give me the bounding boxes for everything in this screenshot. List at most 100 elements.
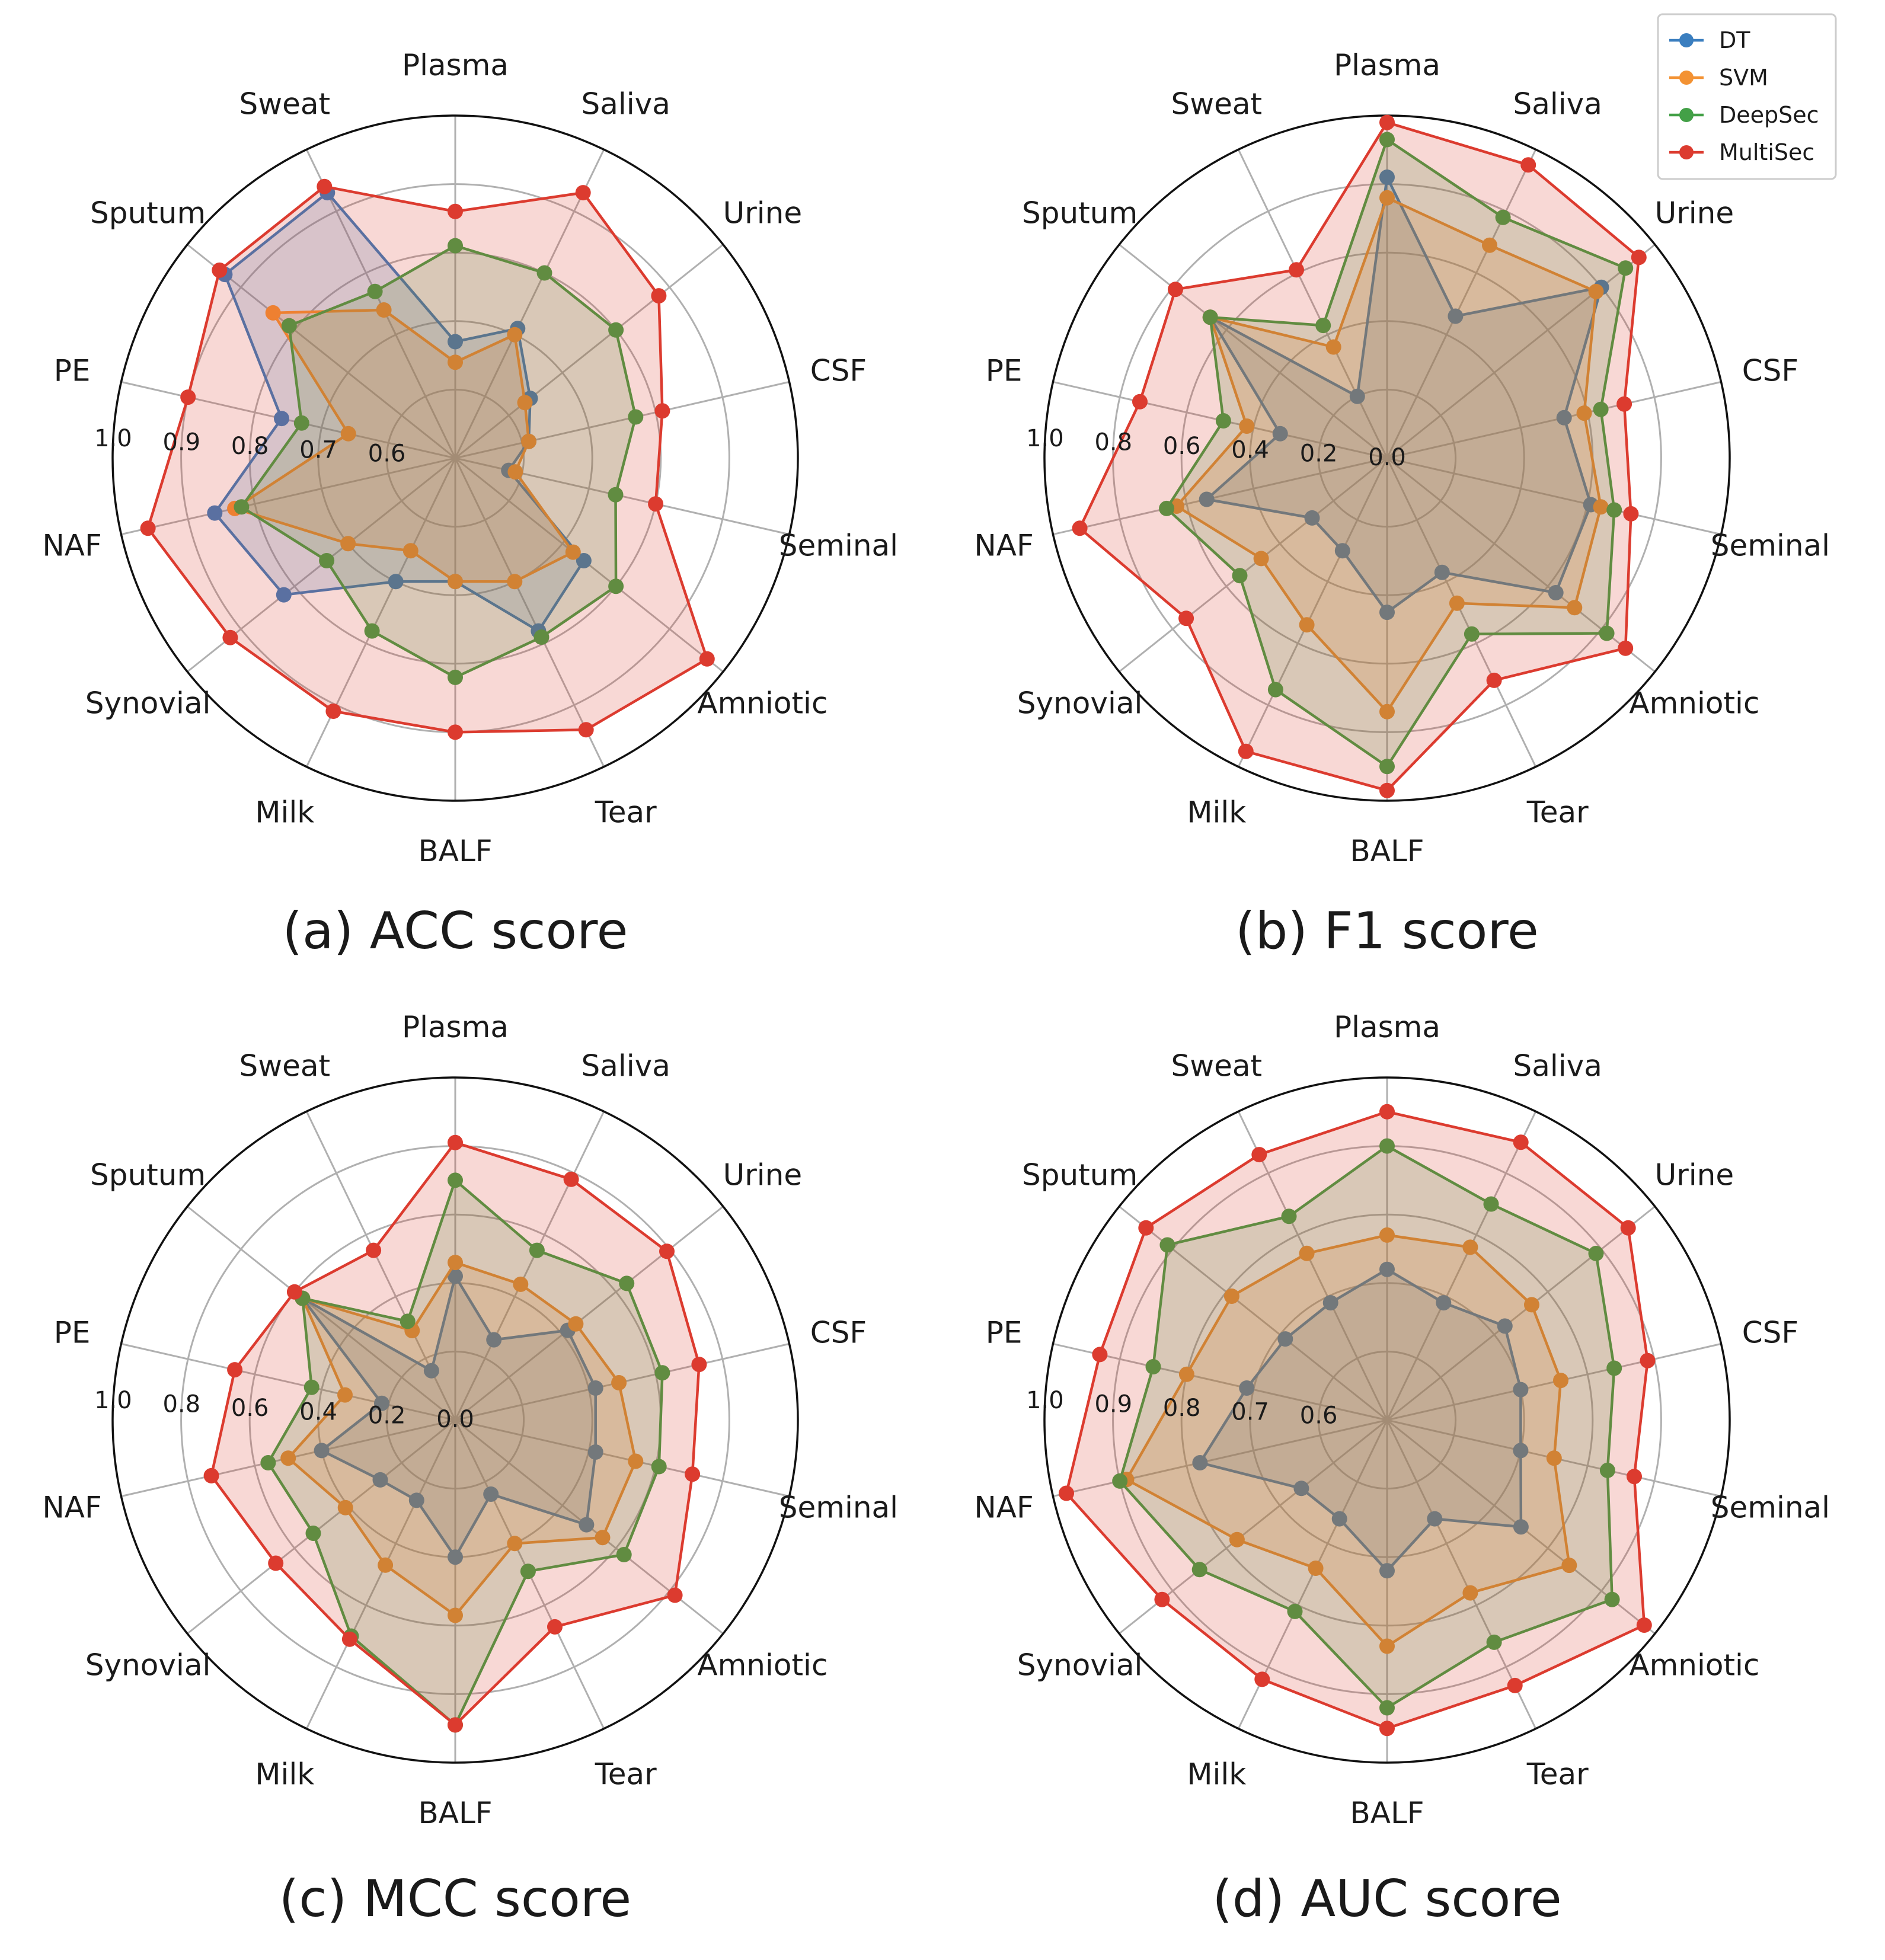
point-svm-seminal [507,464,523,480]
spoke-naf [121,457,456,536]
tick-label-0-8: 0.8 [1094,429,1132,456]
point-deepsec-synovial [319,553,335,568]
point-deepsec-urine [1588,1245,1604,1261]
point-multisec-seminal [685,1466,701,1482]
spoke-tear [1386,1419,1537,1729]
category-label-plasma: Plasma [1334,1010,1440,1044]
point-svm-balf [448,574,463,590]
point-dt-sweat [1322,1295,1338,1311]
point-multisec-seminal [648,496,664,512]
category-label-pe: PE [986,354,1023,388]
category-label-csf: CSF [810,354,867,388]
point-deepsec-pe [1145,1359,1161,1374]
spoke-sweat [1237,149,1388,459]
category-label-plasma: Plasma [1334,48,1440,82]
category-label-seminal: Seminal [779,1491,898,1525]
category-label-balf: BALF [418,1796,492,1830]
category-label-csf: CSF [810,1316,867,1350]
panel-title-acc: (a) ACC score [283,901,628,961]
point-multisec-csf [691,1357,707,1373]
point-deepsec-plasma [1379,132,1395,148]
point-deepsec-synovial [1232,568,1248,584]
gridline-0-2 [385,1350,525,1490]
point-dt-balf [1379,605,1395,621]
point-deepsec-naf [260,1455,276,1470]
tick-label-0-7: 0.7 [1231,1398,1269,1425]
point-multisec-sputum [1138,1220,1154,1236]
point-deepsec-milk [1287,1603,1303,1619]
point-deepsec-seminal [1606,502,1622,518]
point-multisec-balf [1379,782,1395,798]
tick-label-1-0: 1.0 [94,425,132,452]
point-svm-saliva [513,1276,529,1292]
point-deepsec-synovial [1191,1562,1207,1578]
point-multisec-naf [1059,1485,1074,1501]
point-multisec-urine [1631,250,1647,266]
point-svm-amniotic [565,544,581,560]
point-svm-pe [340,426,356,442]
category-label-balf: BALF [418,834,492,868]
point-dt-amniotic [1548,585,1564,600]
legend-marker-dt [1679,33,1694,47]
point-deepsec-amniotic [1604,1591,1620,1607]
spoke-naf [1053,457,1388,536]
point-dt-synovial [1304,510,1320,526]
point-svm-sweat [376,302,392,318]
spoke-saliva [1386,149,1537,459]
point-dt-pe [1239,1380,1255,1396]
point-deepsec-tear [1464,626,1480,642]
legend-frame [1657,13,1837,180]
tick-label-0-9: 0.9 [162,429,200,456]
point-multisec-saliva [1513,1134,1529,1150]
tick-label-0-2: 0.2 [368,1402,406,1430]
outer-frame [111,1076,799,1764]
point-dt-saliva [1448,308,1464,324]
point-svm-sweat [1325,339,1341,355]
point-deepsec-amniotic [608,578,624,594]
category-label-urine: Urine [1655,1158,1734,1192]
spoke-naf [1053,1419,1388,1498]
legend-marker-svm [1679,71,1694,85]
point-svm-plasma [1379,190,1395,206]
point-deepsec-sputum [1159,1237,1175,1253]
legend-label-dt: DT [1719,27,1750,53]
point-multisec-sweat [317,178,333,194]
point-deepsec-saliva [1483,1196,1499,1212]
point-multisec-amniotic [1618,640,1634,656]
point-multisec-plasma [448,1134,463,1150]
point-multisec-saliva [563,1171,579,1187]
point-multisec-synovial [222,629,238,645]
point-multisec-tear [578,722,594,738]
category-label-saliva: Saliva [582,87,670,121]
point-deepsec-csf [1606,1360,1622,1376]
point-svm-milk [1299,617,1315,633]
point-dt-plasma [448,1268,463,1284]
category-label-tear: Tear [595,795,657,829]
category-label-pe: PE [986,1316,1023,1350]
category-label-naf: NAF [974,529,1033,563]
point-dt-milk [408,1492,424,1508]
legend-label-svm: SVM [1719,65,1768,91]
tick-label-0-9: 0.9 [1094,1391,1132,1418]
point-svm-naf [280,1450,296,1466]
category-label-amniotic: Amniotic [1629,1648,1759,1682]
category-label-sputum: Sputum [90,196,206,231]
point-svm-sputum [265,305,281,321]
point-multisec-balf [448,724,463,740]
spoke-csf [1386,381,1721,459]
point-deepsec-tear [1486,1634,1502,1650]
point-deepsec-naf [1159,500,1175,516]
point-dt-naf [314,1443,330,1459]
point-dt-synovial [372,1472,388,1488]
category-label-sweat: Sweat [239,1049,330,1083]
category-label-sweat: Sweat [1171,87,1262,121]
point-multisec-sputum [1168,282,1183,298]
spoke-urine [1386,1206,1656,1421]
point-multisec-amniotic [1636,1617,1652,1633]
point-deepsec-amniotic [1599,625,1615,641]
tick-label-0-6: 0.6 [1300,1402,1338,1430]
legend-label-deepsec: DeepSec [1719,102,1819,128]
category-label-seminal: Seminal [779,529,898,563]
spoke-urine [1386,244,1656,459]
point-multisec-saliva [1520,157,1536,173]
